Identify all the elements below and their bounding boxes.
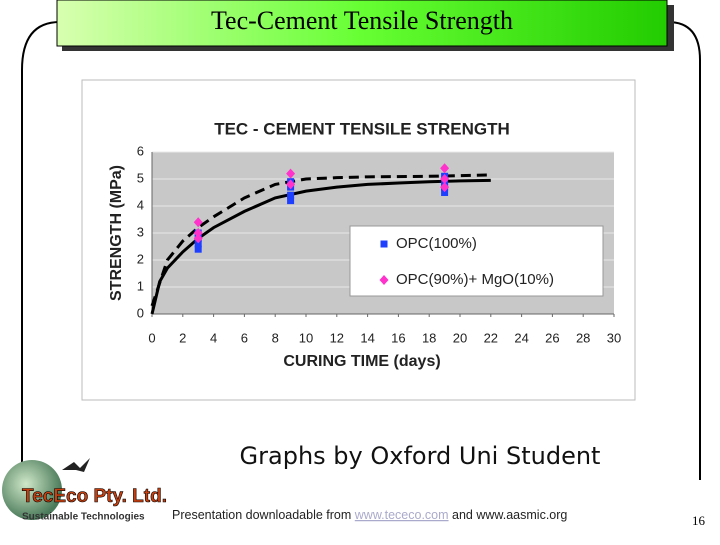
point — [194, 240, 202, 248]
y-tick-label: 0 — [137, 305, 144, 320]
legend — [349, 225, 604, 297]
x-tick-label: 30 — [607, 330, 621, 345]
footer-suffix: and www.aasmic.org — [452, 508, 567, 522]
y-tick-label: 6 — [137, 143, 144, 158]
x-tick-label: 2 — [179, 330, 186, 345]
footer: Presentation downloadable from www.tecec… — [172, 508, 567, 522]
legend-items: OPC(100%) OPC(90%)+ MgO(10%) — [379, 235, 554, 288]
logo-bird — [62, 458, 90, 472]
y-tick-label: 4 — [137, 197, 144, 212]
caption: Graphs by Oxford Uni Student — [240, 442, 601, 470]
x-tick-label: 16 — [391, 330, 405, 345]
x-tick-label: 24 — [514, 330, 528, 345]
footer-link[interactable]: www.tececo.com — [354, 508, 449, 522]
title-box — [56, 0, 668, 47]
point — [440, 174, 450, 184]
point — [193, 228, 203, 238]
y-tick-label: 2 — [137, 251, 144, 266]
point — [286, 179, 296, 190]
legend-label: OPC(90%)+ MgO(10%) — [396, 271, 554, 288]
x-tick-label: 22 — [484, 330, 498, 345]
x-tick-label: 6 — [241, 330, 248, 345]
point — [440, 182, 450, 193]
trendline — [150, 178, 491, 315]
legend-label: OPC(100%) — [396, 235, 477, 252]
logo-tagline: Sustainable Technologies — [22, 512, 145, 523]
footer-prefix: Presentation downloadable from — [172, 508, 351, 522]
legend-marker — [380, 240, 388, 248]
y-axis-label: STRENGTH (MPa) — [108, 165, 125, 301]
point — [441, 189, 449, 196]
slide-title: Tec-Cement Tensile Strength — [211, 6, 513, 35]
page-number: 16 — [692, 513, 706, 528]
x-tick-label: 0 — [148, 330, 155, 345]
point — [286, 168, 296, 179]
x-tick-label: 4 — [210, 330, 217, 345]
trendline — [150, 173, 491, 307]
chart-title: TEC - CEMENT TENSILE STRENGTH — [214, 119, 510, 138]
point — [287, 197, 295, 205]
x-tick-label: 14 — [360, 330, 374, 345]
point — [287, 191, 295, 199]
x-tick-label: 10 — [299, 330, 313, 345]
point — [194, 245, 202, 253]
logo-globe — [2, 460, 62, 520]
point — [440, 163, 450, 174]
x-axis-label: CURING TIME (days) — [283, 353, 440, 370]
x-tick-label: 26 — [545, 330, 559, 345]
x-tick-label: 20 — [453, 330, 467, 345]
point — [193, 233, 203, 244]
x-tick-label: 8 — [272, 330, 279, 345]
frame — [21, 21, 701, 480]
x-tick-label: 28 — [576, 330, 590, 345]
x-tick-label: 12 — [330, 330, 344, 345]
logo-name: TecEco Pty. Ltd. — [22, 486, 167, 507]
y-tick-label: 3 — [137, 224, 144, 239]
y-tick-label: 5 — [137, 170, 144, 185]
point — [193, 217, 203, 228]
y-tick-label: 1 — [137, 278, 144, 293]
legend-marker — [379, 275, 389, 285]
x-tick-label: 18 — [422, 330, 436, 345]
